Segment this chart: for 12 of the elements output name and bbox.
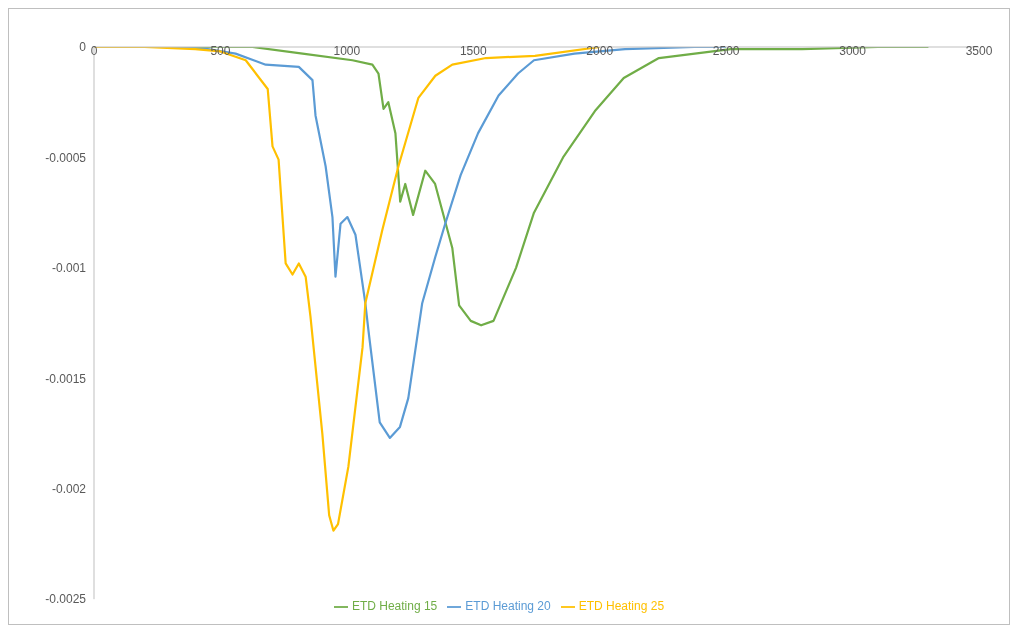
y-tick-label: -0.0025 (45, 592, 87, 607)
legend-label: ETD Heating 25 (578, 599, 665, 614)
x-tick-label: 0 (90, 44, 98, 58)
x-tick-label: 1000 (333, 44, 361, 58)
y-tick-label: -0.001 (51, 261, 87, 276)
x-tick-label: 3500 (965, 44, 993, 58)
y-tick-label: -0.0005 (45, 150, 87, 165)
y-tick-label: -0.002 (51, 482, 87, 496)
legend-label: ETD Heating 20 (465, 599, 551, 614)
x-tick-label: 1500 (459, 44, 487, 58)
legend-label: ETD Heating 15 (351, 599, 438, 614)
y-tick-label: -0.0015 (45, 371, 87, 386)
